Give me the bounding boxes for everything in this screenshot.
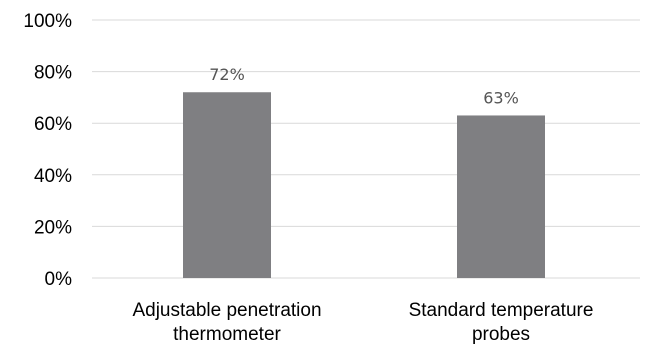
y-axis-tick-labels: 0% 20% 40% 60% 80% 100% [23, 11, 72, 290]
y-tick-label: 80% [34, 63, 72, 84]
y-tick-label: 40% [34, 166, 72, 187]
data-label: 72% [209, 65, 245, 84]
bar [183, 92, 271, 279]
y-tick-label: 100% [23, 11, 72, 32]
y-tick-label: 60% [34, 114, 72, 135]
data-label: 63% [483, 88, 519, 107]
x-category-label: Adjustable penetration [132, 300, 321, 321]
x-category-label: Standard temperature [409, 300, 594, 321]
bars [183, 92, 545, 279]
bar [457, 115, 545, 279]
x-axis-category-labels: Adjustable penetration thermometer Standar… [132, 300, 593, 345]
x-category-label: thermometer [173, 324, 281, 345]
y-tick-label: 0% [45, 269, 73, 290]
x-category-label: probes [472, 324, 530, 345]
data-labels: 72% 63% [209, 65, 519, 107]
y-tick-label: 20% [34, 217, 72, 238]
gridlines [92, 19, 640, 279]
